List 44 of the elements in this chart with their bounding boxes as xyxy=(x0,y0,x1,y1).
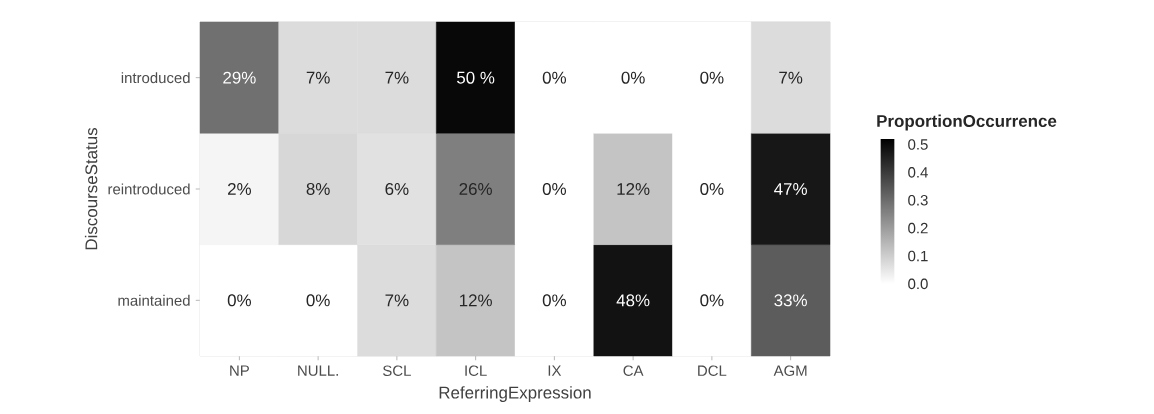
x-axis-title: ReferringExpression xyxy=(439,386,591,402)
color-bar-label: 0.5 xyxy=(908,139,928,150)
data-label: 8% xyxy=(306,183,330,195)
x-tick-label: DCL xyxy=(698,365,727,377)
data-label: 2% xyxy=(228,183,252,195)
x-tick-label: NP xyxy=(230,365,249,376)
x-tick-label: NULL. xyxy=(298,365,338,376)
color-bar-label: 0.2 xyxy=(908,222,928,234)
x-tick-label: CA xyxy=(623,365,644,377)
y-tick-label: maintained xyxy=(118,294,190,306)
data-label: 7% xyxy=(385,71,409,84)
data-label: 0% xyxy=(542,183,567,195)
x-tick-label: ICL xyxy=(465,365,487,377)
data-label: 7% xyxy=(779,71,803,84)
data-label: 0% xyxy=(700,294,724,307)
legend-title: ProportionOccurrence xyxy=(877,114,1057,131)
data-label: 26% xyxy=(459,183,492,195)
data-label: 12% xyxy=(617,183,650,195)
color-bar-label: 0.1 xyxy=(908,250,928,262)
data-label: 12% xyxy=(459,294,492,307)
data-label: 0% xyxy=(700,183,724,195)
data-label: 7% xyxy=(385,294,409,307)
y-tick-label: reintroduced xyxy=(108,183,190,195)
x-tick-label: SCL xyxy=(383,365,411,377)
data-label: 0% xyxy=(227,294,252,307)
data-label: 0% xyxy=(542,71,567,84)
data-label: 0% xyxy=(542,294,567,307)
y-tick-label: introduced xyxy=(121,72,190,84)
data-label: 50 % xyxy=(457,71,495,84)
data-label: 6% xyxy=(385,183,409,195)
color-bar-label: 0.4 xyxy=(908,167,928,178)
data-label: 29% xyxy=(223,71,256,84)
data-label: 0% xyxy=(700,71,724,84)
color-bar-label: 0.3 xyxy=(908,194,928,206)
x-tick-label: AGM xyxy=(773,365,807,377)
data-label: 7% xyxy=(306,71,330,84)
data-label: 0% xyxy=(306,294,330,307)
data-label: 48% xyxy=(616,294,650,307)
color-bar-label: 0.0 xyxy=(908,278,928,290)
data-label: 47% xyxy=(774,183,807,195)
y-axis-title: DiscourseStatus xyxy=(84,127,98,250)
data-label: 33% xyxy=(774,294,807,307)
x-tick-label: IX xyxy=(548,365,562,376)
data-label: 0% xyxy=(621,71,645,84)
